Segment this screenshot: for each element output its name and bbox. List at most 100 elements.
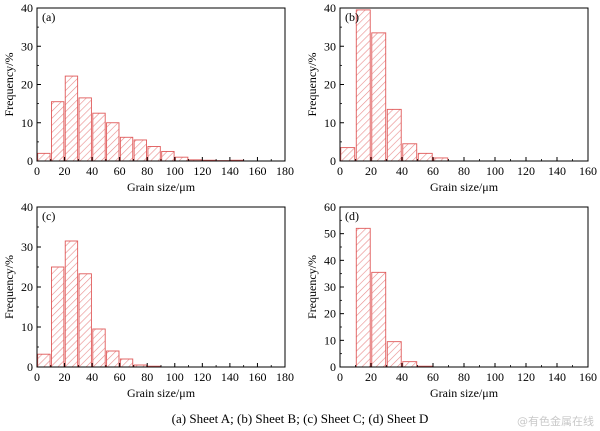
- x-tick-label: 80: [141, 164, 153, 178]
- x-tick-label: 0: [337, 370, 343, 384]
- x-tick-label: 120: [193, 164, 211, 178]
- x-tick-label: 60: [427, 370, 439, 384]
- x-tick-label: 140: [221, 164, 239, 178]
- x-tick-label: 140: [221, 370, 239, 384]
- histogram-bar: [355, 227, 371, 368]
- x-tick-label: 100: [486, 370, 504, 384]
- x-tick-label: 100: [166, 164, 184, 178]
- x-tick-label: 160: [579, 370, 597, 384]
- x-tick-label: 160: [248, 370, 266, 384]
- histogram-bar: [175, 156, 189, 162]
- x-tick-label: 160: [579, 164, 597, 178]
- x-axis-label: Grain size/μm: [127, 386, 196, 400]
- x-tick-label: 80: [141, 370, 153, 384]
- histogram-bar: [119, 358, 134, 368]
- histogram-bar: [417, 152, 433, 162]
- watermark: @有色金属在线: [517, 415, 594, 428]
- histogram-bar: [161, 150, 175, 162]
- y-tick-label: 20: [21, 78, 33, 92]
- x-tick-label: 60: [114, 164, 126, 178]
- histogram-bar: [78, 97, 92, 162]
- x-tick-label: 0: [337, 164, 343, 178]
- histogram-bar: [78, 273, 92, 368]
- histogram-bar: [51, 101, 65, 162]
- x-tick-label: 60: [114, 370, 126, 384]
- panel-label: (c): [42, 209, 55, 223]
- y-axis-label: Frequency/%: [305, 53, 319, 117]
- y-tick-label: 50: [324, 227, 336, 241]
- x-tick-label: 0: [34, 370, 40, 384]
- x-tick-label: 20: [59, 164, 71, 178]
- x-tick-label: 140: [548, 370, 566, 384]
- y-tick-label: 40: [324, 253, 336, 267]
- y-tick-label: 0: [27, 154, 33, 168]
- y-tick-label: 0: [330, 154, 336, 168]
- y-tick-label: 10: [324, 116, 336, 130]
- x-tick-label: 20: [59, 370, 71, 384]
- x-tick-label: 40: [396, 370, 408, 384]
- figure-caption: (a) Sheet A; (b) Sheet B; (c) Sheet C; (…: [171, 411, 429, 426]
- x-axis-label: Grain size/μm: [127, 180, 196, 194]
- panel-2: 0 20 40 60 80 100 120 140 160 0 10 20 30 40 (b) Grain s…: [305, 1, 597, 194]
- x-tick-label: 140: [548, 164, 566, 178]
- y-axis-label: Frequency/%: [305, 255, 319, 319]
- histogram-bar: [340, 147, 356, 162]
- panel-1: 0 20 40 60 80 100 120 140 160 180 0 10 20 30 40 (a) Grai…: [2, 1, 294, 194]
- x-tick-label: 100: [166, 370, 184, 384]
- y-tick-label: 10: [21, 320, 33, 334]
- histogram-bar: [106, 122, 120, 162]
- x-tick-label: 160: [248, 164, 266, 178]
- histogram-bar: [106, 350, 120, 368]
- histogram-bar: [92, 112, 106, 162]
- y-axis-label: Frequency/%: [2, 255, 16, 319]
- y-tick-label: 30: [324, 280, 336, 294]
- x-tick-label: 0: [34, 164, 40, 178]
- y-tick-label: 20: [324, 307, 336, 321]
- y-axis-label: Frequency/%: [2, 53, 16, 117]
- histogram-bar: [355, 9, 371, 162]
- x-tick-label: 20: [365, 370, 377, 384]
- histogram-bar: [51, 266, 65, 368]
- histogram-bar: [37, 152, 51, 162]
- x-tick-label: 100: [486, 164, 504, 178]
- panel-label: (d): [345, 209, 359, 223]
- histogram-bar: [402, 143, 418, 162]
- histogram-bar: [64, 240, 79, 368]
- panel-3: 0 20 40 60 80 100 120 140 160 180 0 10 20 30 40 (c) Grai…: [2, 200, 294, 400]
- x-tick-label: 80: [458, 370, 470, 384]
- histogram-bar: [386, 108, 402, 162]
- histogram-bar: [37, 353, 51, 368]
- x-tick-label: 120: [193, 370, 211, 384]
- y-tick-label: 20: [324, 78, 336, 92]
- y-tick-label: 30: [324, 39, 336, 53]
- panel-label: (b): [345, 10, 359, 24]
- x-tick-label: 40: [86, 164, 98, 178]
- x-axis-label: Grain size/μm: [430, 386, 499, 400]
- panel-4: 0 20 40 60 80 100 120 140 160 0 10 20 30 40 50 60 (d) Gra…: [305, 200, 597, 400]
- panel-label: (a): [42, 10, 55, 24]
- x-tick-label: 80: [458, 164, 470, 178]
- x-tick-label: 20: [365, 164, 377, 178]
- y-tick-label: 0: [330, 360, 336, 374]
- histogram-bar: [402, 361, 418, 368]
- histogram-bar: [92, 328, 106, 368]
- y-tick-label: 0: [27, 360, 33, 374]
- x-tick-label: 120: [517, 164, 535, 178]
- y-tick-label: 30: [21, 240, 33, 254]
- y-tick-label: 40: [21, 1, 33, 15]
- x-tick-label: 40: [86, 370, 98, 384]
- histogram-bar: [119, 136, 134, 162]
- y-tick-label: 10: [324, 333, 336, 347]
- y-tick-label: 40: [21, 200, 33, 214]
- histogram-bar: [386, 341, 402, 368]
- x-tick-label: 180: [276, 370, 294, 384]
- x-axis-label: Grain size/μm: [430, 180, 499, 194]
- y-tick-label: 30: [21, 39, 33, 53]
- y-tick-label: 20: [21, 280, 33, 294]
- histogram-bar: [371, 32, 387, 162]
- histogram-bar: [371, 271, 387, 368]
- x-tick-label: 60: [427, 164, 439, 178]
- x-tick-label: 180: [276, 164, 294, 178]
- histogram-bar: [64, 75, 79, 162]
